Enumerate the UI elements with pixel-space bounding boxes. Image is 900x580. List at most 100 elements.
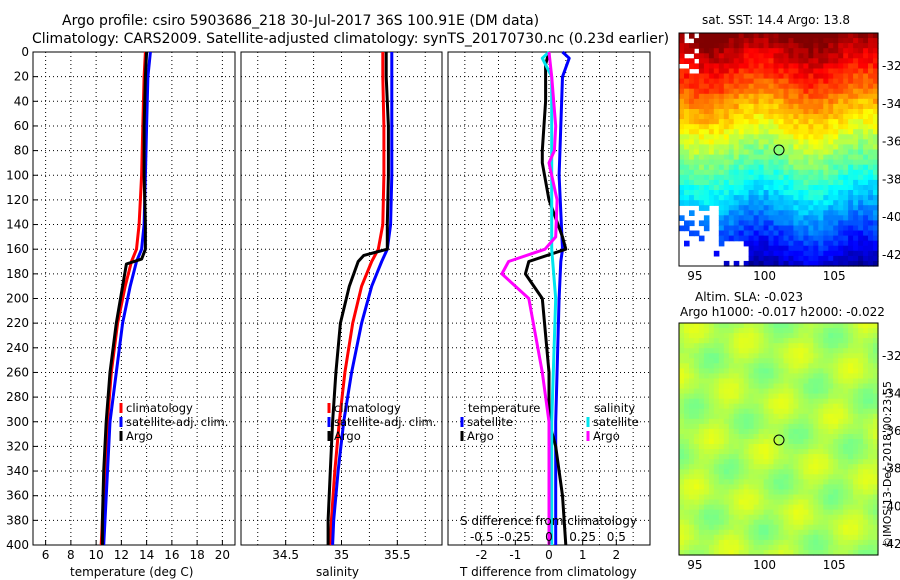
map-cell bbox=[778, 423, 785, 430]
map-cell bbox=[753, 139, 760, 146]
map-cell bbox=[798, 529, 804, 536]
map-cell bbox=[778, 524, 785, 531]
map-cell bbox=[778, 479, 785, 485]
map-cell bbox=[778, 504, 785, 511]
map-cell bbox=[743, 539, 750, 546]
map-cell bbox=[848, 353, 854, 359]
map-cell bbox=[733, 499, 740, 506]
map-cell bbox=[863, 434, 869, 440]
map-cell bbox=[738, 179, 745, 186]
map-cell bbox=[728, 200, 735, 206]
map-cell bbox=[833, 489, 839, 495]
map-cell bbox=[818, 454, 824, 460]
map-cell bbox=[693, 93, 700, 100]
map-cell bbox=[738, 484, 745, 490]
map-cell bbox=[703, 519, 710, 526]
map-x-tick-label: 100 bbox=[753, 269, 776, 283]
map-cell bbox=[828, 48, 834, 54]
map-cell bbox=[858, 383, 864, 390]
map-cell bbox=[843, 529, 849, 536]
map-cell bbox=[803, 494, 809, 501]
map-cell bbox=[863, 358, 869, 364]
map-cell bbox=[703, 43, 710, 49]
map-cell bbox=[763, 235, 770, 242]
map-cell bbox=[723, 190, 730, 196]
map-cell bbox=[873, 550, 879, 556]
map-cell bbox=[708, 373, 715, 379]
map-cell bbox=[803, 499, 809, 506]
map-cell bbox=[728, 418, 735, 425]
map-cell bbox=[858, 240, 864, 247]
map-cell bbox=[863, 504, 869, 511]
map-cell bbox=[698, 68, 705, 75]
map-cell bbox=[763, 164, 770, 171]
map-cell bbox=[778, 58, 785, 64]
map-cell bbox=[693, 494, 700, 501]
map-cell bbox=[783, 403, 790, 410]
map-cell bbox=[798, 78, 804, 85]
map-cell bbox=[783, 114, 790, 120]
map-cell bbox=[853, 53, 859, 59]
map-cell bbox=[843, 439, 849, 445]
map-cell bbox=[723, 544, 730, 551]
map-cell bbox=[858, 119, 864, 125]
map-cell bbox=[778, 235, 785, 242]
map-cell bbox=[684, 343, 690, 349]
map-cell bbox=[823, 550, 829, 556]
map-cell bbox=[773, 129, 780, 135]
map-cell bbox=[679, 398, 685, 405]
map-cell bbox=[698, 539, 705, 546]
map-cell bbox=[773, 489, 780, 495]
map-cell bbox=[843, 88, 849, 95]
map-cell bbox=[868, 58, 874, 64]
map-cell bbox=[738, 323, 745, 329]
map-cell bbox=[713, 509, 720, 516]
map-cell bbox=[728, 479, 735, 485]
map-cell bbox=[813, 190, 819, 196]
map-cell bbox=[708, 469, 715, 475]
map-cell bbox=[773, 200, 780, 206]
map-cell bbox=[873, 185, 879, 191]
map-cell bbox=[773, 98, 780, 105]
map-cell bbox=[853, 78, 859, 85]
map-cell bbox=[718, 323, 725, 329]
map-cell bbox=[823, 539, 829, 546]
map-cell bbox=[873, 388, 879, 395]
map-cell bbox=[843, 539, 849, 546]
map-cell bbox=[703, 139, 710, 146]
map-border bbox=[678, 322, 879, 556]
map-cell bbox=[818, 393, 824, 400]
map-cell bbox=[793, 514, 799, 521]
map-cell bbox=[783, 78, 790, 85]
map-cell bbox=[788, 398, 795, 405]
map-cell bbox=[853, 539, 859, 546]
map-cell bbox=[684, 474, 690, 480]
map-cell bbox=[733, 514, 740, 521]
map-cell bbox=[818, 469, 824, 475]
map-cell bbox=[868, 529, 874, 536]
map-cell bbox=[843, 78, 849, 85]
map-cell bbox=[798, 534, 804, 541]
map-cell bbox=[748, 524, 755, 531]
map-cell bbox=[793, 93, 799, 100]
map-cell bbox=[818, 474, 824, 480]
map-cell bbox=[689, 428, 695, 435]
map-cell bbox=[733, 220, 740, 227]
map-cell bbox=[833, 230, 839, 237]
map-cell bbox=[713, 388, 720, 395]
map-cell bbox=[708, 68, 715, 75]
map-cell bbox=[689, 154, 695, 161]
map-cell bbox=[858, 58, 864, 64]
map-cell bbox=[788, 439, 795, 445]
map-cell bbox=[768, 519, 775, 526]
map-cell bbox=[679, 38, 685, 44]
map-cell bbox=[713, 119, 720, 125]
map-cell bbox=[813, 509, 819, 516]
map-cell bbox=[793, 474, 799, 480]
map-cell bbox=[718, 459, 725, 465]
map-cell bbox=[748, 539, 755, 546]
map-cell bbox=[853, 449, 859, 455]
map-cell bbox=[848, 514, 854, 521]
map-cell bbox=[753, 494, 760, 501]
map-cell bbox=[788, 230, 795, 237]
